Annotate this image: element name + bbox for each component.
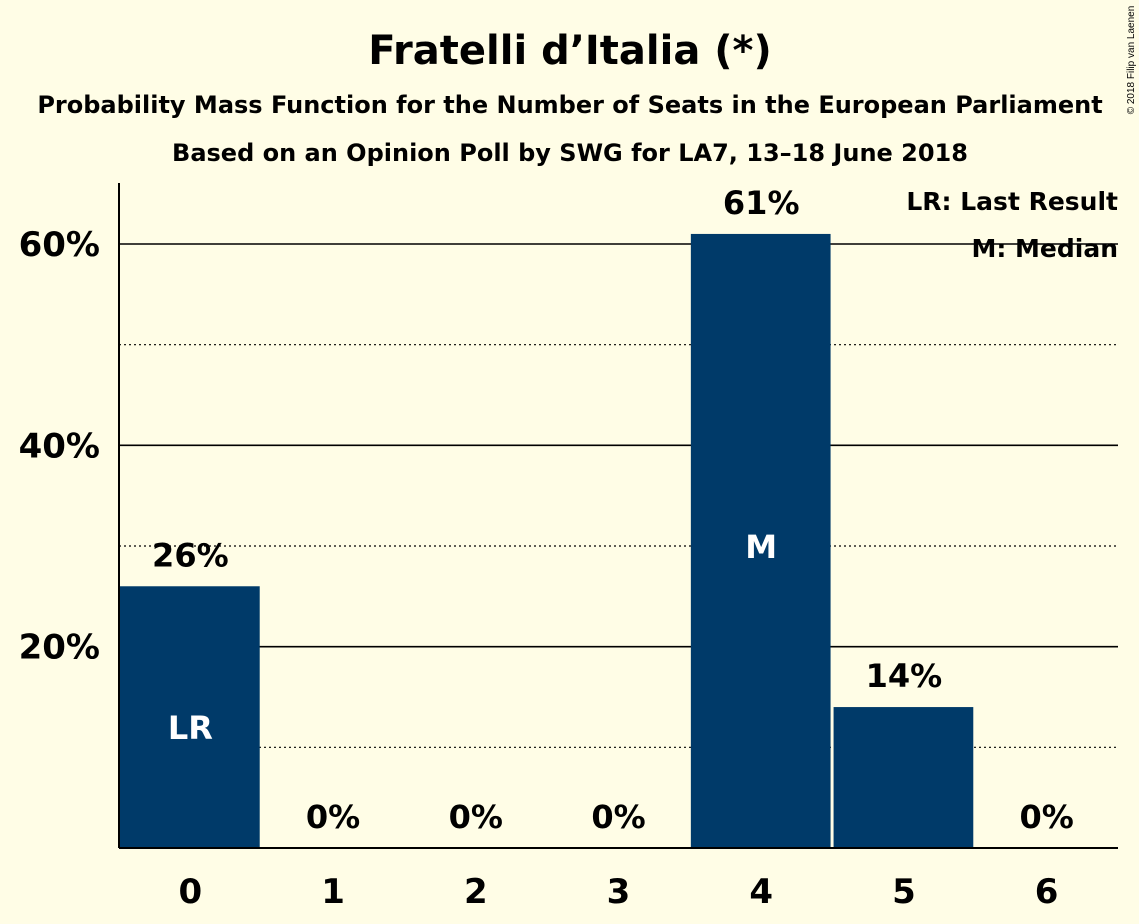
x-tick-label: 5 xyxy=(892,872,916,912)
bar-marker-label: LR xyxy=(168,709,213,747)
bar xyxy=(833,707,974,848)
legend-last-result: LR: Last Result xyxy=(906,187,1118,216)
x-tick-label: 2 xyxy=(464,872,488,912)
bars xyxy=(120,233,974,848)
chart-title: Fratelli d’Italia (*) xyxy=(368,28,771,74)
bar-value-label: 26% xyxy=(152,536,229,574)
legend-median: M: Median xyxy=(971,234,1118,263)
x-tick-label: 3 xyxy=(607,872,631,912)
bar-value-label: 14% xyxy=(866,657,943,695)
bar-value-label: 0% xyxy=(591,798,645,836)
y-tick-label: 20% xyxy=(19,628,100,668)
x-tick-label: 0 xyxy=(179,872,203,912)
x-tick-label: 6 xyxy=(1035,872,1059,912)
gridlines xyxy=(119,243,1118,748)
bar-value-label: 0% xyxy=(449,798,503,836)
bar-value-label: 0% xyxy=(306,798,360,836)
bar xyxy=(120,586,260,848)
bar-value-label: 61% xyxy=(723,184,800,222)
bar-marker-label: M xyxy=(745,528,777,566)
y-tick-label: 40% xyxy=(19,426,100,466)
y-tick-label: 60% xyxy=(19,225,100,265)
axes xyxy=(118,183,1118,849)
copyright-text: © 2018 Filip van Laenen xyxy=(1126,6,1137,115)
bar xyxy=(690,233,831,848)
bar-value-label: 0% xyxy=(1019,798,1073,836)
chart-subtitle: Probability Mass Function for the Number… xyxy=(37,91,1102,119)
x-tick-label: 1 xyxy=(321,872,345,912)
x-tick-label: 4 xyxy=(749,872,773,912)
chart-subtitle-source: Based on an Opinion Poll by SWG for LA7,… xyxy=(172,139,968,167)
